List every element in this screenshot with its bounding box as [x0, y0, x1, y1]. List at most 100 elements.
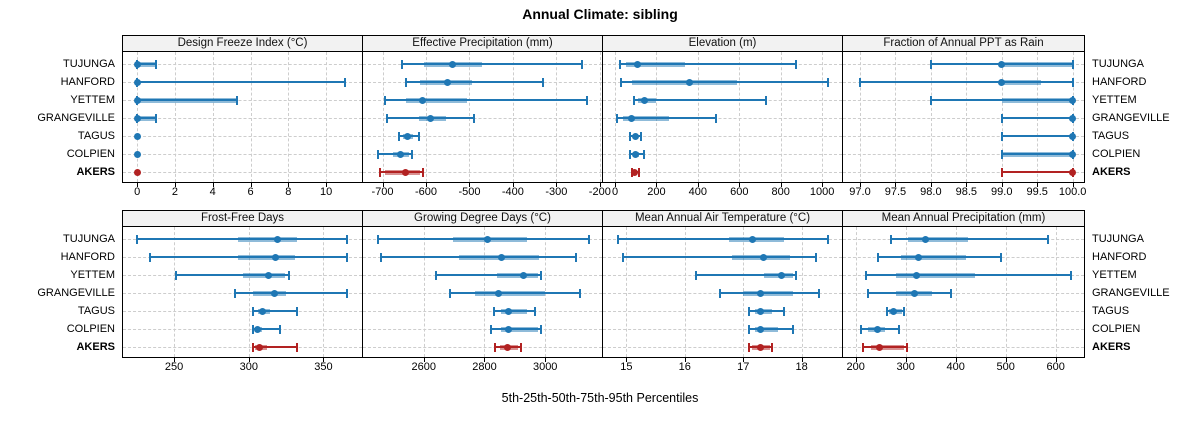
tick-label: 600 — [1046, 361, 1065, 373]
site-label-right: HANFORD — [1092, 251, 1147, 263]
tick-label: 300 — [239, 361, 258, 373]
tick-mark — [1072, 183, 1074, 187]
gridline-x — [326, 52, 328, 182]
whisker-cap — [1000, 113, 1003, 123]
panel-header: Design Freeze Index (°C) — [122, 35, 363, 52]
tick-mark — [288, 183, 290, 187]
site-label-right: YETTEM — [1092, 94, 1137, 106]
site-label-right: AKERS — [1092, 341, 1131, 353]
whisker-cap — [377, 234, 380, 244]
gridline-x — [1055, 227, 1057, 357]
panel-plot — [122, 51, 363, 183]
tick-mark — [801, 358, 803, 362]
gridline-x — [174, 52, 176, 182]
tick-label: 97.5 — [884, 186, 907, 198]
whisker-cap — [628, 131, 631, 141]
whisker-cap — [867, 288, 870, 298]
gridline-x — [930, 52, 932, 182]
whisker-cap — [616, 234, 619, 244]
tick-mark — [739, 183, 741, 187]
tick-label: -500 — [458, 186, 481, 198]
whisker-cap — [343, 77, 346, 87]
percentile-range-line — [633, 99, 767, 101]
gridline-y — [363, 154, 602, 155]
whisker-cap — [401, 59, 404, 69]
whisker-cap — [999, 252, 1002, 262]
tick-label: 99.0 — [991, 186, 1013, 198]
whisker-cap — [174, 270, 177, 280]
whisker-cap — [640, 131, 643, 141]
site-label-left: COLPIEN — [66, 148, 115, 160]
whisker-cap — [377, 149, 380, 159]
whisker-cap — [385, 113, 388, 123]
percentile-band — [871, 344, 904, 350]
tick-mark — [423, 358, 425, 362]
gridline-y — [123, 172, 362, 173]
whisker-cap — [585, 95, 588, 105]
tick-mark — [955, 358, 957, 362]
tick-mark — [1005, 358, 1007, 362]
whisker-cap — [949, 288, 952, 298]
tick-mark — [1037, 183, 1039, 187]
median-dot — [640, 96, 648, 104]
whisker-cap — [448, 288, 451, 298]
site-label-left: TAGUS — [77, 130, 115, 142]
tick-mark — [250, 183, 252, 187]
whisker-cap — [252, 324, 255, 334]
site-label-left: YETTEM — [70, 94, 115, 106]
whisker-cap — [380, 252, 383, 262]
whisker-cap — [695, 270, 698, 280]
median-dot — [1069, 132, 1077, 140]
gridline-x — [599, 52, 601, 182]
gridline-y — [843, 172, 1084, 173]
percentile-range-line — [175, 274, 290, 276]
median-dot — [631, 150, 639, 158]
gridline-y — [123, 311, 362, 312]
median-dot — [686, 78, 694, 86]
tick-label: 10 — [319, 186, 333, 198]
median-dot — [910, 289, 918, 297]
whisker-cap — [1071, 59, 1074, 69]
percentile-range-line — [1001, 171, 1073, 173]
gridline-x — [250, 52, 252, 182]
median-dot — [133, 132, 141, 140]
site-label-right: GRANGEVILLE — [1092, 287, 1170, 299]
percentile-band — [501, 308, 527, 314]
gridline-x — [780, 52, 782, 182]
panel-header: Elevation (m) — [602, 35, 843, 52]
gridline-y — [123, 154, 362, 155]
gridline-y — [123, 347, 362, 348]
gridline-y — [843, 118, 1084, 119]
site-label-left: GRANGEVILLE — [37, 112, 115, 124]
median-dot — [998, 78, 1006, 86]
panel-header: Mean Annual Air Temperature (°C) — [602, 210, 843, 227]
tick-label: 16 — [678, 361, 691, 373]
tick-mark — [556, 183, 558, 187]
gridline-y — [843, 293, 1084, 294]
whisker-cap — [149, 252, 152, 262]
whisker-cap — [864, 270, 867, 280]
median-dot — [628, 114, 636, 122]
gridline-x — [626, 227, 628, 357]
whisker-cap — [295, 342, 298, 352]
gridline-x — [822, 52, 824, 182]
gridline-y — [363, 347, 602, 348]
gridline-x — [615, 52, 616, 182]
tick-label: 99.5 — [1026, 186, 1048, 198]
whisker-cap — [929, 59, 932, 69]
whisker-cap — [1047, 234, 1050, 244]
whisker-cap — [794, 270, 797, 280]
chart-title: Annual Climate: sibling — [522, 6, 678, 22]
median-dot — [520, 271, 528, 279]
tick-label: 2 — [171, 186, 179, 198]
panel-header: Frost-Free Days — [122, 210, 363, 227]
gridline-y — [603, 347, 842, 348]
site-label-left: HANFORD — [60, 251, 115, 263]
gridline-x — [174, 227, 176, 357]
tick-label: 6 — [247, 186, 254, 198]
whisker-cap — [579, 288, 582, 298]
median-dot — [922, 235, 930, 243]
percentile-range-line — [137, 81, 345, 83]
whisker-cap — [795, 59, 798, 69]
